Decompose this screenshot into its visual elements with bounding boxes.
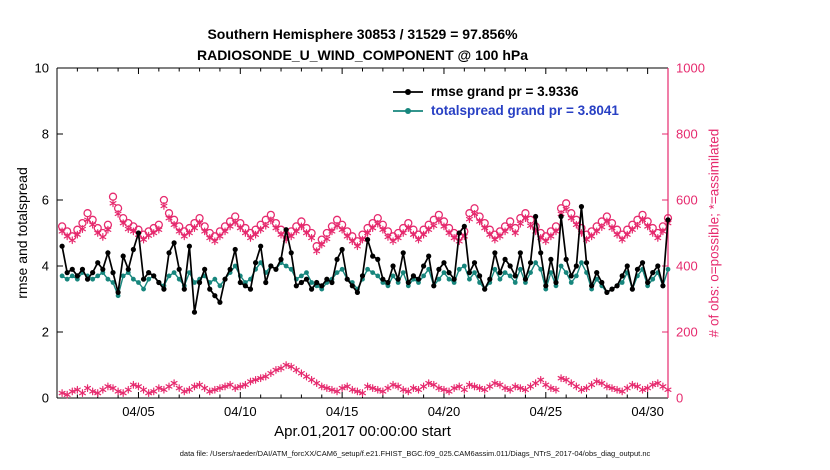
chart-title-line2: RADIOSONDE_U_WIND_COMPONENT @ 100 hPa [196,47,529,63]
svg-text:04/10: 04/10 [224,404,257,419]
svg-text:04/15: 04/15 [326,404,359,419]
x-axis-label: Apr.01,2017 00:00:00 start [274,423,451,440]
legend-item-totalspread: totalspread grand pr = 3.8041 [392,103,619,118]
svg-text:1000: 1000 [676,61,705,76]
legend-marker-rmse [393,88,423,95]
right-axis-label: # of obs: o=possible; *=assimilated [706,128,722,338]
legend-label-totalspread: totalspread grand pr = 3.8041 [431,103,619,118]
svg-text:6: 6 [42,193,49,208]
left-axis-label: rmse and totalspread [14,167,30,299]
legend: rmse grand pr = 3.9336 totalspread grand… [392,84,619,118]
svg-text:0: 0 [676,391,683,406]
svg-text:200: 200 [676,325,698,340]
svg-text:04/30: 04/30 [631,404,664,419]
legend-label-rmse: rmse grand pr = 3.9336 [431,84,579,99]
svg-text:10: 10 [35,61,49,76]
chart-title: Southern Hemisphere 30853 / 31529 = 97.8… [57,24,668,66]
svg-text:04/25: 04/25 [530,404,563,419]
legend-item-rmse: rmse grand pr = 3.9336 [392,84,619,99]
svg-text:0: 0 [42,391,49,406]
svg-text:600: 600 [676,193,698,208]
svg-text:04/05: 04/05 [122,404,155,419]
svg-text:8: 8 [42,127,49,142]
svg-text:4: 4 [42,259,49,274]
svg-text:04/20: 04/20 [428,404,461,419]
chart-title-line1: Southern Hemisphere 30853 / 31529 = 97.8… [207,26,518,42]
data-file-annotation: data file: /Users/raeder/DAI/ATM_forcXX/… [179,449,651,458]
legend-marker-totalspread [393,107,423,114]
svg-text:800: 800 [676,127,698,142]
svg-text:2: 2 [42,325,49,340]
svg-text:400: 400 [676,259,698,274]
